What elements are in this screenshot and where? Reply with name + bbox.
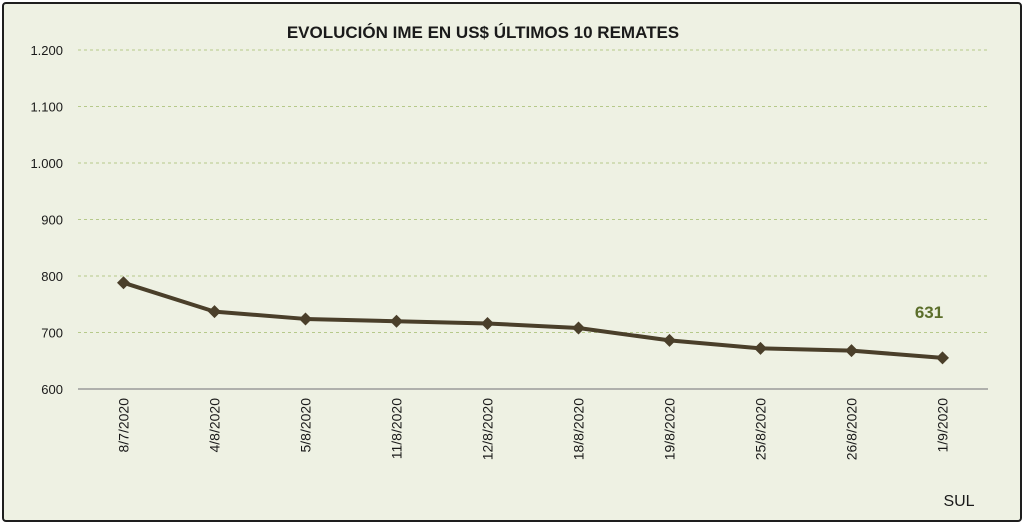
data-point-marker xyxy=(117,276,130,290)
y-tick-label: 1.000 xyxy=(30,156,63,171)
data-point-marker xyxy=(299,312,312,326)
callout-label: 631 xyxy=(915,303,943,322)
x-tick-label: 26/8/2020 xyxy=(844,398,860,460)
x-tick-label: 12/8/2020 xyxy=(480,398,496,460)
series-line xyxy=(122,280,943,360)
data-point-marker xyxy=(754,341,767,355)
data-point-marker xyxy=(208,305,221,319)
data-point-marker xyxy=(390,314,403,328)
x-tick-label: 1/9/2020 xyxy=(935,398,951,453)
x-tick-label: 5/8/2020 xyxy=(298,398,314,453)
x-tick-label: 11/8/2020 xyxy=(389,398,405,459)
gridlines xyxy=(78,49,988,333)
chart-title: EVOLUCIÓN IME EN US$ ÚLTIMOS 10 REMATES xyxy=(287,23,679,42)
x-tick-label: 18/8/2020 xyxy=(571,398,587,460)
source-label: SUL xyxy=(943,493,974,510)
x-tick-label: 25/8/2020 xyxy=(753,398,769,460)
data-point-marker xyxy=(663,333,676,347)
x-tick-label: 4/8/2020 xyxy=(207,398,223,453)
y-tick-label: 900 xyxy=(41,213,63,228)
x-tick-label: 8/7/2020 xyxy=(116,398,132,453)
data-point-marker xyxy=(481,316,494,330)
y-tick-label: 700 xyxy=(41,326,63,341)
data-point-marker xyxy=(936,351,949,365)
y-tick-label: 800 xyxy=(41,269,63,284)
y-tick-label: 600 xyxy=(41,382,63,397)
y-tick-label: 1.100 xyxy=(30,100,63,115)
y-tick-label: 1.200 xyxy=(30,43,63,58)
x-axis-ticks: 8/7/2020 4/8/2020 5/8/2020 11/8/2020 12/8/20… xyxy=(116,398,951,461)
series-markers xyxy=(117,276,949,365)
x-tick-label: 19/8/2020 xyxy=(662,398,678,460)
data-point-marker xyxy=(845,344,858,358)
data-point-marker xyxy=(572,321,585,335)
y-axis-ticks: 600 700 800 900 1.000 1.100 1.200 xyxy=(30,43,63,397)
